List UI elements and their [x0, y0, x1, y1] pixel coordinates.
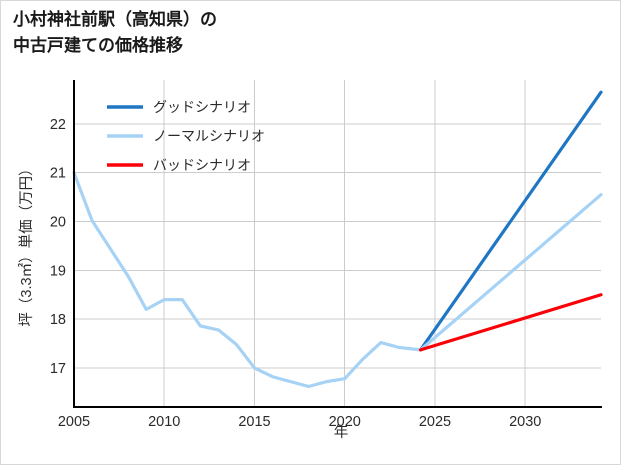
legend-label: バッドシナリオ [153, 157, 251, 173]
series-line [418, 293, 603, 352]
legend-label: グッドシナリオ [153, 99, 251, 115]
legend-label: ノーマルシナリオ [153, 128, 265, 144]
x-tick-label: 2010 [148, 414, 180, 430]
page-title: 小村神社前駅（高知県）の 中古戸建ての価格推移 [13, 10, 217, 55]
y-axis-title: 坪（3.3㎡）単価（万円） [18, 161, 35, 326]
series-line [418, 90, 603, 352]
series-line [72, 171, 603, 389]
series-lines [72, 90, 603, 389]
y-tick-label: 19 [50, 263, 66, 279]
x-tick-label: 2030 [509, 414, 541, 430]
x-tick-label: 2005 [58, 414, 90, 430]
x-axis-tick-labels: 2005 2010 2015 2020 2025 2030 [58, 414, 541, 430]
y-axis-tick-labels: 17 18 19 20 21 22 [50, 117, 66, 377]
vertical-gridlines [73, 80, 526, 407]
y-tick-label: 22 [50, 117, 66, 133]
y-tick-label: 17 [50, 361, 66, 377]
x-tick-label: 2020 [329, 414, 361, 430]
y-tick-label: 18 [50, 312, 66, 328]
x-tick-label: 2025 [419, 414, 451, 430]
x-tick-label: 2015 [238, 414, 270, 430]
y-tick-label: 21 [50, 166, 66, 182]
x-axis-title: 年 [334, 424, 349, 441]
y-tick-label: 20 [50, 215, 66, 231]
